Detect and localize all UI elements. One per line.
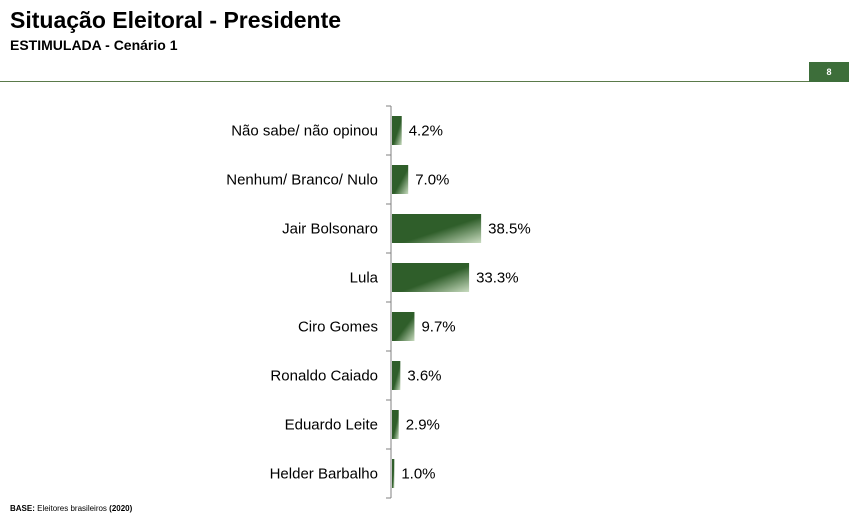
bar: [392, 312, 415, 341]
data-label: 33.3%: [476, 270, 519, 287]
data-label: 3.6%: [407, 368, 441, 385]
category-label: Jair Bolsonaro: [282, 221, 378, 238]
data-label: 4.2%: [409, 123, 443, 140]
header-divider: [0, 81, 849, 82]
category-label: Nenhum/ Branco/ Nulo: [226, 172, 378, 189]
bar: [392, 214, 482, 243]
bar-chart: Não sabe/ não opinou 4.2% Nenhum/ Branco/ …: [226, 105, 531, 499]
category-label: Ronaldo Caiado: [270, 368, 378, 385]
category-label: Eduardo Leite: [285, 417, 378, 434]
bar: [392, 116, 402, 145]
bar: [392, 263, 470, 292]
data-label: 2.9%: [406, 417, 440, 434]
page-subtitle: ESTIMULADA - Cenário 1: [10, 37, 178, 53]
category-label: Não sabe/ não opinou: [231, 123, 378, 140]
bar: [392, 361, 401, 390]
base-year: (2020): [109, 504, 133, 513]
data-label: 9.7%: [421, 319, 455, 336]
category-label: Ciro Gomes: [298, 319, 378, 336]
base-footnote: BASE: Eleitores brasileiros (2020): [10, 504, 132, 514]
bar: [392, 459, 395, 488]
category-label: Helder Barbalho: [270, 466, 378, 483]
base-label: BASE:: [10, 504, 35, 513]
data-label: 7.0%: [415, 172, 449, 189]
bar: [392, 410, 399, 439]
page-number-badge: 8: [809, 62, 849, 82]
bar: [392, 165, 409, 194]
base-text: Eleitores brasileiros: [37, 504, 107, 513]
data-label: 38.5%: [488, 221, 531, 238]
page-title: Situação Eleitoral - Presidente: [10, 7, 342, 33]
data-label: 1.0%: [401, 466, 435, 483]
category-label: Lula: [350, 270, 379, 287]
